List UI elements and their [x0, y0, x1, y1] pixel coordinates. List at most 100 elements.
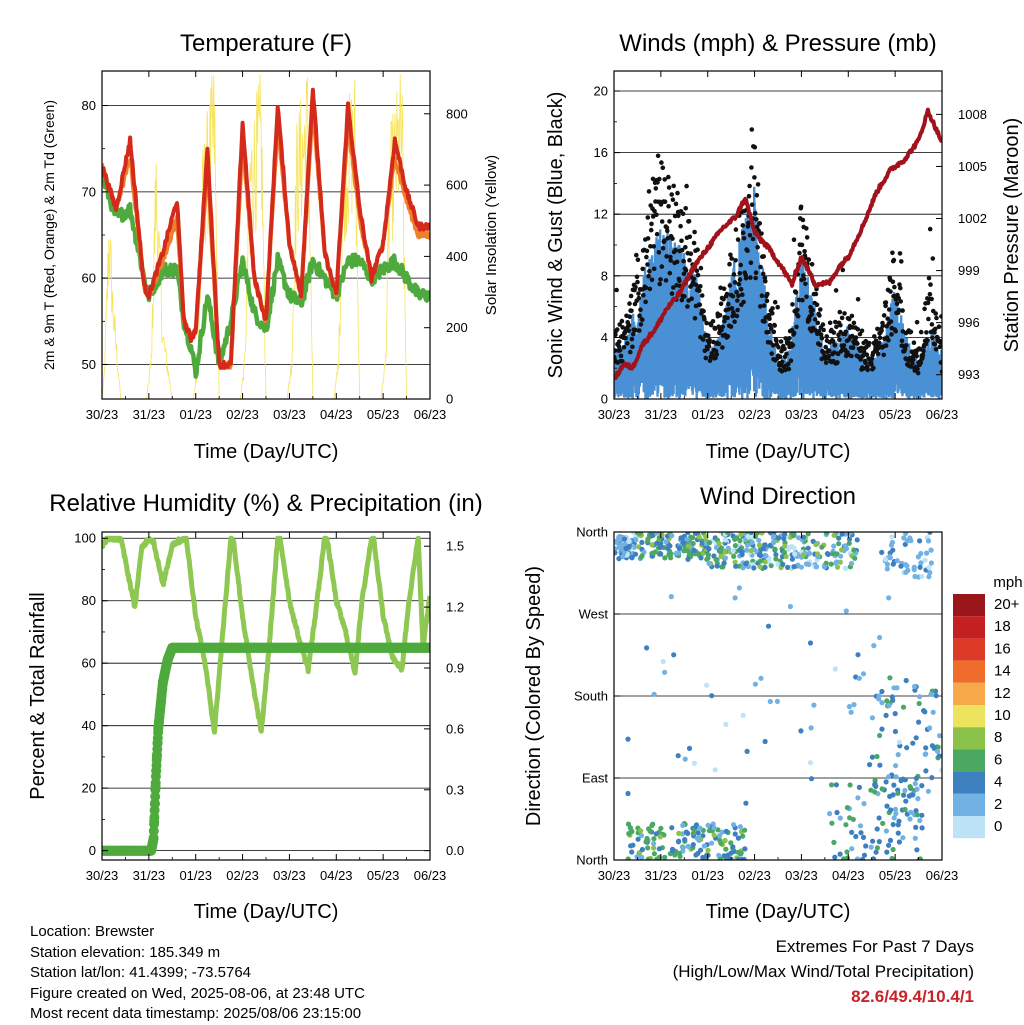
- direction-point: [787, 603, 794, 610]
- direction-point: [791, 564, 797, 570]
- direction-point: [833, 782, 840, 788]
- direction-point: [698, 555, 704, 561]
- gust-point: [721, 296, 726, 302]
- direction-point: [934, 748, 941, 754]
- direction-point: [650, 550, 656, 556]
- direction-point: [914, 812, 921, 818]
- direction-point: [774, 698, 781, 705]
- direction-point: [843, 565, 849, 572]
- gust-point: [698, 265, 704, 271]
- plot-frame: [101, 531, 431, 861]
- gust-point: [763, 279, 768, 284]
- x-tick-label: 02/23: [738, 407, 771, 422]
- direction-point: [915, 796, 921, 802]
- gust-point: [774, 338, 779, 344]
- direction-point: [839, 547, 845, 553]
- gust-point: [904, 343, 909, 348]
- gust-point: [648, 227, 654, 233]
- direction-point: [883, 779, 889, 785]
- direction-point: [861, 801, 867, 807]
- gust-point: [762, 319, 767, 324]
- direction-point: [714, 563, 720, 569]
- gust-point: [654, 212, 659, 218]
- y2-tick-label: 0.0: [446, 843, 464, 858]
- gust-point: [893, 328, 898, 334]
- gust-point: [824, 334, 829, 339]
- gust-point: [684, 183, 689, 189]
- direction-point: [743, 800, 749, 806]
- gust-point: [814, 302, 820, 308]
- gust-point: [691, 276, 697, 282]
- gust-point: [650, 176, 656, 182]
- x-tick-label: 06/23: [926, 868, 959, 883]
- gust-point: [752, 211, 758, 216]
- gust-point: [737, 277, 743, 282]
- direction-point: [738, 532, 744, 538]
- direction-point: [902, 787, 908, 794]
- precip-point: [167, 642, 178, 653]
- gust-point: [926, 275, 932, 281]
- direction-point: [614, 550, 618, 556]
- gust-point: [819, 335, 825, 341]
- direction-point: [683, 829, 690, 835]
- direction-point: [639, 553, 645, 559]
- direction-point: [939, 767, 942, 773]
- gust-point: [859, 345, 864, 351]
- gust-point: [626, 322, 632, 328]
- direction-point: [695, 551, 702, 557]
- direction-point: [886, 842, 892, 848]
- gust-point: [879, 328, 884, 333]
- direction-point: [837, 851, 843, 857]
- gust-point: [875, 351, 881, 357]
- direction-point: [685, 543, 692, 549]
- direction-point: [919, 573, 925, 580]
- gust-point: [726, 301, 731, 307]
- plot-area: [614, 90, 942, 399]
- series-solar-line: [102, 73, 430, 399]
- gust-point: [885, 316, 890, 322]
- legend-title: mph: [993, 574, 1022, 591]
- direction-point: [803, 561, 810, 567]
- direction-point: [697, 825, 703, 831]
- gust-point: [871, 365, 876, 371]
- direction-point: [690, 842, 696, 848]
- direction-point: [712, 767, 718, 773]
- direction-point: [837, 815, 843, 821]
- panel-2: Winds (mph) & Pressure (mb) Time (Day/UTC…: [545, 30, 1023, 463]
- gust-point: [800, 297, 805, 303]
- gust-point: [898, 299, 903, 304]
- direction-point: [738, 850, 744, 856]
- gust-point: [768, 326, 774, 331]
- gust-point: [758, 264, 763, 270]
- gust-point: [626, 328, 631, 334]
- gust-point: [886, 337, 891, 343]
- y-tick-label: 50: [82, 357, 96, 372]
- gust-point: [741, 299, 746, 305]
- gust-point: [843, 329, 849, 335]
- gust-point: [669, 192, 674, 197]
- gust-point: [837, 337, 842, 343]
- gust-point: [855, 341, 860, 346]
- gust-point: [762, 275, 768, 281]
- direction-point: [633, 537, 639, 543]
- gust-point: [673, 247, 678, 253]
- direction-point: [790, 532, 797, 535]
- direction-point: [838, 553, 844, 559]
- series-temp-2m-line: [102, 87, 430, 370]
- x-tick-label: 31/23: [133, 868, 166, 883]
- direction-point: [685, 843, 691, 850]
- gust-point: [651, 266, 657, 272]
- direction-point: [916, 719, 922, 725]
- legend-swatch: [953, 816, 985, 839]
- direction-point: [892, 806, 899, 813]
- direction-point: [789, 556, 796, 562]
- gust-point: [888, 289, 893, 294]
- gust-point: [929, 296, 934, 302]
- gust-point: [643, 285, 649, 291]
- direction-point: [892, 728, 899, 735]
- gust-point: [637, 328, 642, 333]
- gust-point: [665, 228, 670, 234]
- gust-point: [754, 224, 760, 230]
- gust-point: [724, 291, 730, 297]
- gust-point: [710, 352, 715, 357]
